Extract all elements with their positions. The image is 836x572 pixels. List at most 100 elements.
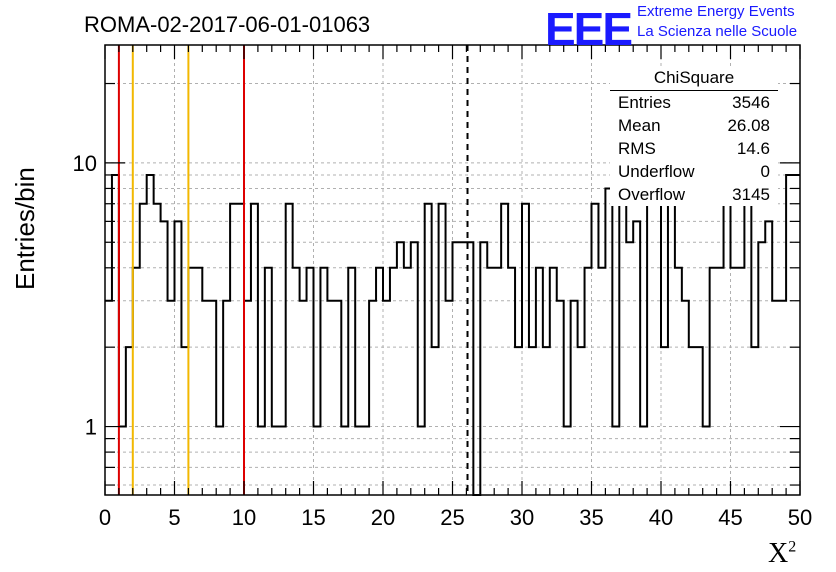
histogram-bin: [522, 204, 529, 495]
histogram-bin: [181, 347, 188, 495]
histogram-bin: [446, 301, 453, 495]
histogram-bin: [147, 175, 154, 495]
histogram-bin: [397, 242, 404, 495]
y-axis-label: Entries/bin: [10, 167, 40, 290]
histogram-bin: [675, 268, 682, 495]
histogram-bin: [710, 268, 717, 495]
histogram-bin: [376, 268, 383, 495]
stats-row: Underflow 0: [610, 160, 778, 183]
histogram-bin: [383, 301, 390, 495]
histogram-bin: [682, 301, 689, 495]
stats-row: Entries 3546: [610, 91, 778, 114]
histogram-bin: [592, 204, 599, 495]
histogram-bin: [237, 204, 244, 495]
histogram-bin: [487, 268, 494, 495]
x-tick-label: 45: [718, 505, 742, 530]
histogram-bin: [112, 175, 119, 495]
histogram-bin: [578, 347, 585, 495]
histogram-bin: [619, 204, 626, 495]
histogram-bin: [501, 204, 508, 495]
histogram-bin: [202, 301, 209, 495]
y-tick-label: 10: [73, 151, 97, 176]
y-axis-label-container: Entries/bin: [8, 167, 40, 290]
axes: [104, 44, 801, 496]
x-tick-label: 40: [649, 505, 673, 530]
x-tick-label: 0: [99, 505, 111, 530]
histogram-bin: [731, 268, 738, 495]
x-tick-label: 30: [510, 505, 534, 530]
histogram-bin: [453, 242, 460, 495]
stats-label: RMS: [618, 139, 656, 158]
histogram-bin: [293, 268, 300, 495]
histogram-bin: [327, 301, 334, 495]
histogram-bin: [140, 204, 147, 495]
histogram-bin: [425, 204, 432, 495]
x-tick-label: 35: [579, 505, 603, 530]
stats-label: Overflow: [618, 185, 686, 204]
stats-row: RMS 14.6: [610, 137, 778, 160]
histogram-bin: [459, 242, 466, 495]
histogram-bin: [724, 204, 731, 495]
histogram-outline: [105, 173, 800, 496]
histogram-bin: [772, 301, 779, 495]
x-axis-label-superscript: 2: [788, 538, 797, 556]
stats-value: 14.6: [736, 139, 770, 158]
histogram-bin: [126, 347, 133, 495]
y-tick-label: 1: [85, 415, 97, 440]
stats-box: ChiSquare Entries 3546 Mean 26.08 RMS 14…: [610, 66, 778, 206]
histogram-bin: [689, 347, 696, 495]
stats-label: Underflow: [618, 162, 695, 181]
histogram-bin: [557, 301, 564, 495]
histogram-bin: [348, 268, 355, 495]
histogram-bin: [390, 268, 397, 495]
histogram-bin: [585, 268, 592, 495]
histogram-bin: [223, 301, 230, 495]
histogram-bin: [605, 188, 612, 495]
x-tick-label: 5: [168, 505, 180, 530]
histogram-bin: [320, 268, 327, 495]
logo-text-line1: Extreme Energy Events: [637, 3, 795, 20]
histogram-bin: [626, 242, 633, 495]
stats-row: Mean 26.08: [610, 114, 778, 137]
histogram-bin: [244, 301, 251, 495]
tick-labels: 0 5 10 15 20 25 30 35 40 45 50 1 10: [73, 151, 813, 530]
histogram-bin: [529, 347, 536, 495]
stats-label: Entries: [618, 93, 671, 112]
x-tick-label: 25: [440, 505, 464, 530]
histogram-bin: [779, 301, 786, 495]
histogram-bin: [515, 347, 522, 495]
histogram-bin: [647, 204, 654, 495]
histogram-bin: [439, 204, 446, 495]
stats-value: 26.08: [727, 116, 770, 135]
histogram-bin: [717, 268, 724, 495]
histogram-bin: [175, 221, 182, 495]
histogram-bin: [571, 301, 578, 495]
x-tick-label: 15: [301, 505, 325, 530]
histogram-bin: [133, 268, 140, 495]
histogram-bin: [300, 301, 307, 495]
histogram-bin: [550, 268, 557, 495]
histogram-bin: [307, 268, 314, 495]
histogram-bin: [737, 268, 744, 495]
histogram-bin: [404, 268, 411, 495]
histogram-bin: [536, 268, 543, 495]
x-tick-label: 10: [232, 505, 256, 530]
histogram-bin: [751, 347, 758, 495]
histogram-bin: [161, 221, 168, 495]
eee-logo: EEE: [545, 3, 633, 55]
histogram-bin: [661, 347, 668, 495]
histogram-bin: [286, 204, 293, 495]
histogram-bin: [786, 175, 793, 495]
histogram-bin: [188, 268, 195, 495]
histogram-bars: [105, 173, 800, 496]
x-axis-label: X2: [768, 538, 796, 570]
histogram-bin: [758, 242, 765, 495]
stats-row: Overflow 3145: [610, 183, 778, 206]
chart-title: ROMA-02-2017-06-01-01063: [84, 12, 371, 37]
stats-value: 0: [760, 162, 770, 181]
histogram-bin: [480, 242, 487, 495]
histogram-bin: [168, 301, 175, 495]
stats-title: ChiSquare: [610, 66, 778, 91]
histogram-bin: [334, 301, 341, 495]
histogram-bin: [696, 347, 703, 495]
